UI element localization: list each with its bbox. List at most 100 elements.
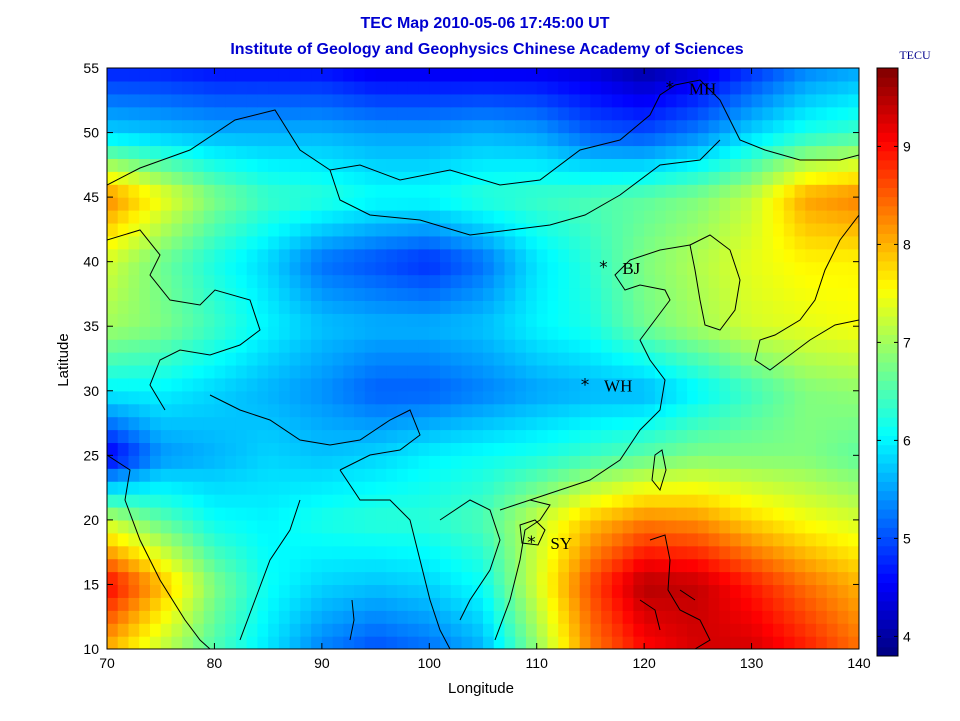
heatmap-cell xyxy=(397,623,409,637)
heatmap-cell xyxy=(515,106,527,121)
heatmap-cell xyxy=(214,571,226,586)
colorbar-segment xyxy=(877,463,898,473)
heatmap-cell xyxy=(354,68,366,82)
heatmap-cell xyxy=(364,429,377,444)
heatmap-cell xyxy=(225,145,237,159)
heatmap-cell xyxy=(246,106,258,121)
heatmap-cell xyxy=(805,93,817,108)
heatmap-cell xyxy=(429,106,441,121)
heatmap-cell xyxy=(633,494,645,508)
heatmap-cell xyxy=(483,519,495,534)
heatmap-cell xyxy=(364,339,377,353)
heatmap-cell xyxy=(397,287,409,301)
heatmap-cell xyxy=(375,545,387,560)
heatmap-cell xyxy=(407,274,420,289)
heatmap-cell xyxy=(364,494,377,508)
heatmap-cell xyxy=(848,416,859,431)
heatmap-cell xyxy=(246,571,258,586)
heatmap-cell xyxy=(139,532,151,547)
heatmap-cell xyxy=(676,274,688,289)
heatmap-cell xyxy=(149,300,162,314)
heatmap-cell xyxy=(719,494,731,508)
heatmap-cell xyxy=(235,390,248,405)
heatmap-cell xyxy=(321,636,334,649)
heatmap-cell xyxy=(601,584,613,598)
heatmap-cell xyxy=(160,287,173,301)
heatmap-cell xyxy=(160,610,173,624)
heatmap-cell xyxy=(730,248,742,263)
heatmap-cell xyxy=(740,352,753,366)
heatmap-cell xyxy=(289,571,301,586)
heatmap-cell xyxy=(504,584,516,598)
heatmap-cell xyxy=(816,571,828,586)
heatmap-cell xyxy=(622,468,634,482)
heatmap-cell xyxy=(697,429,710,444)
heatmap-cell xyxy=(515,352,527,366)
heatmap-cell xyxy=(740,158,753,172)
heatmap-cell xyxy=(590,545,602,560)
heatmap-cell xyxy=(848,132,859,147)
heatmap-cell xyxy=(375,403,387,418)
heatmap-cell xyxy=(397,442,409,456)
heatmap-cell xyxy=(590,132,602,147)
heatmap-cell xyxy=(708,364,720,379)
heatmap-cell xyxy=(182,313,194,327)
heatmap-cell xyxy=(107,261,119,276)
heatmap-cell xyxy=(697,222,710,237)
heatmap-cell xyxy=(128,468,140,482)
heatmap-cell xyxy=(214,455,226,469)
heatmap-cell xyxy=(622,610,634,624)
heatmap-cell xyxy=(633,313,645,327)
heatmap-cell xyxy=(504,339,516,353)
heatmap-cell xyxy=(332,352,344,366)
heatmap-cell xyxy=(160,274,173,289)
heatmap-cell xyxy=(783,636,796,649)
heatmap-cell xyxy=(730,506,742,521)
heatmap-cell xyxy=(386,429,398,444)
heatmap-cell xyxy=(762,390,774,405)
heatmap-cell xyxy=(773,210,785,224)
heatmap-cell xyxy=(257,210,269,224)
heatmap-cell xyxy=(525,274,538,289)
heatmap-cell xyxy=(418,145,430,159)
heatmap-cell xyxy=(687,636,699,649)
heatmap-cell xyxy=(418,623,430,637)
heatmap-cell xyxy=(182,235,194,250)
heatmap-cell xyxy=(257,364,269,379)
heatmap-cell xyxy=(515,119,527,134)
heatmap-cell xyxy=(654,222,667,237)
heatmap-cell xyxy=(816,506,828,521)
heatmap-cell xyxy=(536,300,549,314)
heatmap-cell xyxy=(848,429,859,444)
heatmap-cell xyxy=(397,364,409,379)
heatmap-cell xyxy=(805,610,817,624)
heatmap-cell xyxy=(525,571,538,586)
heatmap-cell xyxy=(794,481,806,495)
heatmap-cell xyxy=(837,429,849,444)
colorbar-segment xyxy=(877,444,898,455)
heatmap-cell xyxy=(461,636,473,649)
heatmap-cell xyxy=(515,532,527,547)
heatmap-cell xyxy=(354,494,366,508)
heatmap-cell xyxy=(848,119,859,134)
heatmap-cell xyxy=(354,403,366,418)
heatmap-cell xyxy=(644,610,656,624)
heatmap-cell xyxy=(547,377,559,392)
heatmap-cell xyxy=(375,119,387,134)
heatmap-cell xyxy=(364,506,377,521)
heatmap-cell xyxy=(536,352,549,366)
heatmap-cell xyxy=(235,222,248,237)
heatmap-cell xyxy=(783,80,796,95)
heatmap-cell xyxy=(558,558,570,573)
heatmap-cell xyxy=(321,481,334,495)
heatmap-cell xyxy=(192,119,205,134)
heatmap-cell xyxy=(493,158,506,172)
heatmap-cell xyxy=(601,80,613,95)
heatmap-cell xyxy=(117,68,130,82)
heatmap-cell xyxy=(418,506,430,521)
heatmap-cell xyxy=(848,339,859,353)
heatmap-cell xyxy=(321,377,334,392)
heatmap-cell xyxy=(783,145,796,159)
heatmap-cell xyxy=(826,145,839,159)
heatmap-cell xyxy=(440,494,452,508)
